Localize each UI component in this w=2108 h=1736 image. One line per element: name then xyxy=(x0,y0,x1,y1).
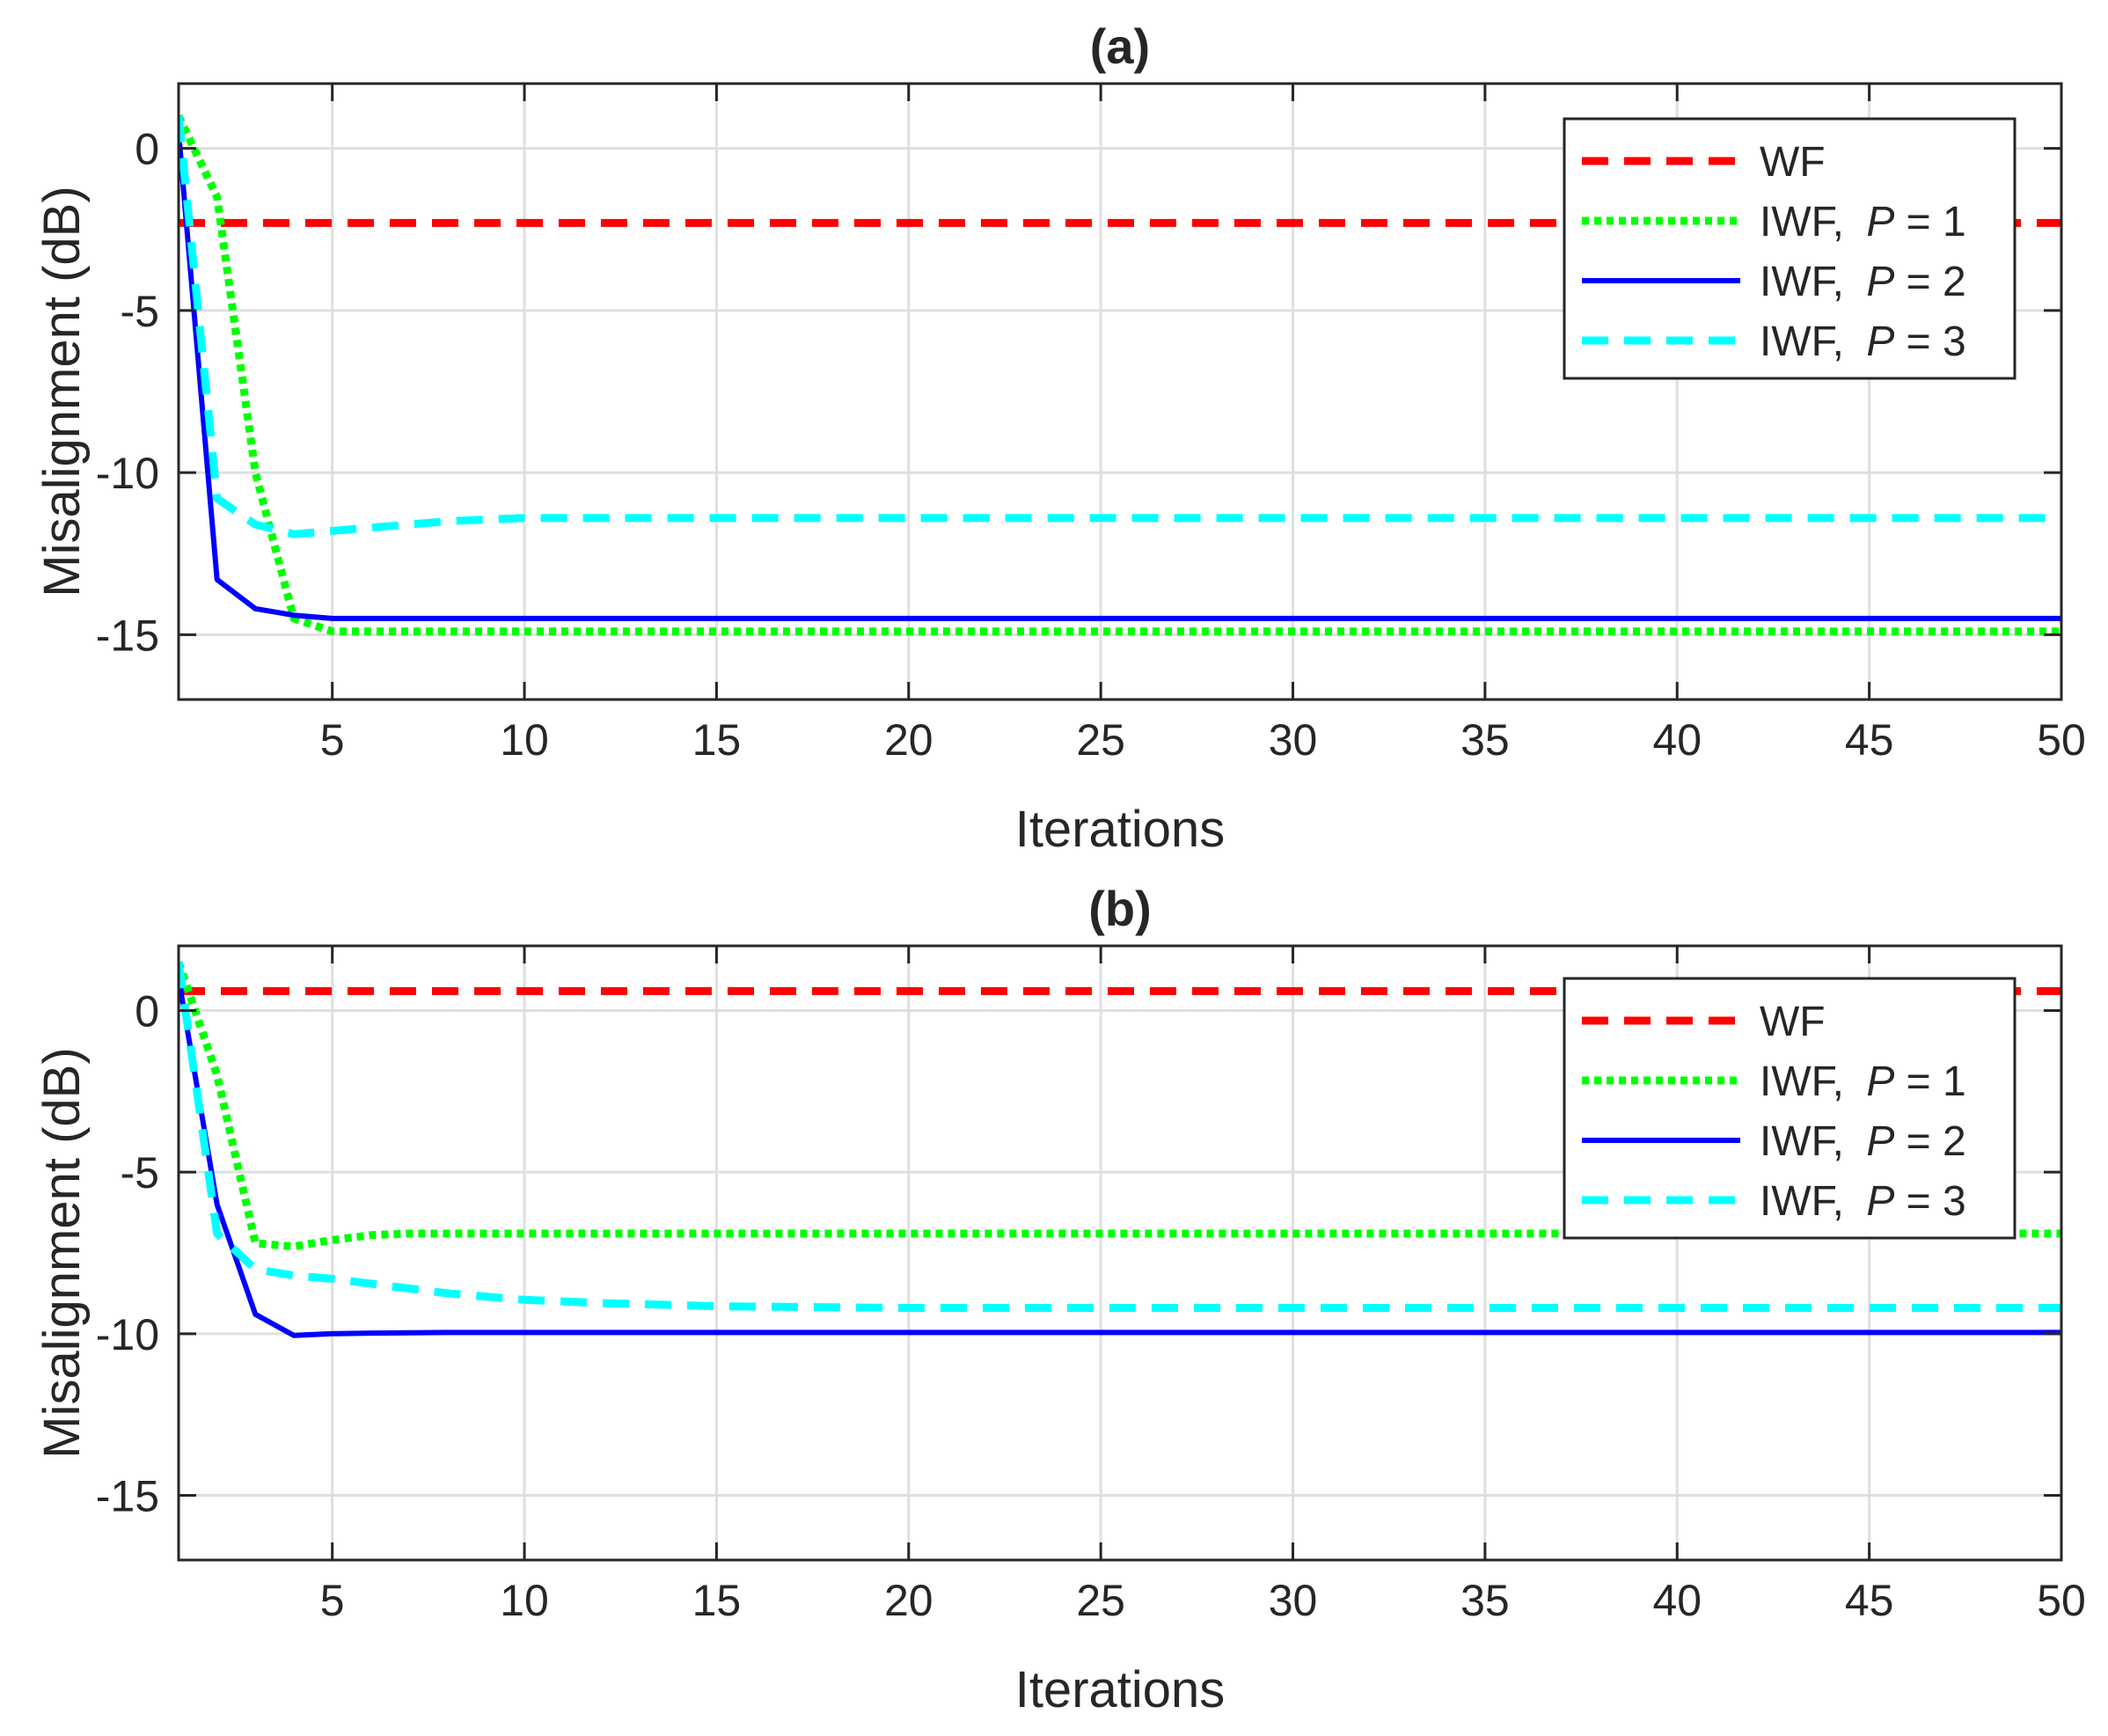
legend-label-variable: P xyxy=(1866,199,1894,245)
x-tick-label: 40 xyxy=(1652,1576,1702,1625)
x-tick-label: 20 xyxy=(884,1576,933,1625)
y-tick-label: -10 xyxy=(96,1310,159,1359)
legend-label-variable: P xyxy=(1866,1118,1894,1165)
chart-title: (b) xyxy=(1088,881,1152,936)
x-tick-label: 5 xyxy=(320,1576,345,1625)
legend-label: WF xyxy=(1760,999,1826,1045)
legend-item: IWF, P = 2 xyxy=(1582,1118,1966,1165)
legend-label: IWF, P = 2 xyxy=(1760,259,1966,305)
x-axis-label: Iterations xyxy=(1015,1661,1226,1718)
y-tick-label: -5 xyxy=(121,287,159,336)
y-axis-label: Misalignment (dB) xyxy=(33,1047,91,1458)
legend-label: WF xyxy=(1760,139,1826,186)
legend-label: IWF, P = 3 xyxy=(1760,319,1966,365)
legend-label-suffix: = 2 xyxy=(1894,1118,1965,1165)
legend-item: WF xyxy=(1582,139,1826,186)
x-axis-label: Iterations xyxy=(1015,801,1226,858)
x-tick-label: 20 xyxy=(884,715,933,765)
x-tick-label: 45 xyxy=(1845,715,1894,765)
legend-label: IWF, P = 2 xyxy=(1760,1118,1966,1165)
chart-title: (a) xyxy=(1090,18,1150,74)
y-tick-label: 0 xyxy=(135,125,159,174)
x-tick-label: 35 xyxy=(1460,1576,1510,1625)
chart-panel-a: 5 10 15 20 25 30 35 40 45 50 0 -5 -10 -15 (a) Iteration… xyxy=(33,18,2086,858)
y-tick-label: -10 xyxy=(96,449,159,498)
axes-box xyxy=(177,944,2063,1562)
legend-label-variable: P xyxy=(1866,259,1894,305)
series-line-iwf-p-2 xyxy=(179,978,2061,1338)
x-tick-label: 45 xyxy=(1845,1576,1894,1625)
legend-label-variable: P xyxy=(1866,1178,1894,1225)
x-tick-label: 35 xyxy=(1460,715,1510,765)
axes-box xyxy=(177,82,2063,701)
legend-item: IWF, P = 1 xyxy=(1582,199,1966,245)
legend-item: IWF, P = 2 xyxy=(1582,259,1966,305)
legend-label-prefix: IWF, xyxy=(1760,259,1855,305)
y-tick-label: -5 xyxy=(121,1148,159,1198)
legend-label-prefix: WF xyxy=(1760,999,1826,1045)
y-axis-label: Misalignment (dB) xyxy=(33,186,91,597)
x-tick-label: 50 xyxy=(2037,1576,2086,1625)
series-line-iwf-p-1 xyxy=(179,114,2061,636)
x-tick-label: 50 xyxy=(2037,715,2086,765)
y-tick-label: 0 xyxy=(135,986,159,1036)
series-line-iwf-p-2 xyxy=(179,132,2061,621)
legend-label-variable: P xyxy=(1866,1058,1894,1105)
y-tick-label: -15 xyxy=(96,611,159,660)
x-tick-label: 15 xyxy=(692,715,742,765)
legend-label-prefix: IWF, xyxy=(1760,199,1855,245)
legend-label-prefix: WF xyxy=(1760,139,1826,186)
x-tick-label: 5 xyxy=(320,715,345,765)
x-tick-label: 25 xyxy=(1076,715,1125,765)
legend-label: IWF, P = 1 xyxy=(1760,199,1966,245)
legend-label-suffix: = 3 xyxy=(1894,1178,1965,1225)
legend-item: IWF, P = 3 xyxy=(1582,1178,1966,1225)
legend-label-suffix: = 1 xyxy=(1894,1058,1965,1105)
chart-panel-b: 5 10 15 20 25 30 35 40 45 50 0 -5 -10 -15 (b) Iteration… xyxy=(33,881,2086,1718)
legend-label: IWF, P = 1 xyxy=(1760,1058,1966,1105)
x-tick-label: 15 xyxy=(692,1576,742,1625)
legend-label-suffix: = 2 xyxy=(1894,259,1965,305)
x-tick-label: 30 xyxy=(1269,1576,1318,1625)
legend-label-prefix: IWF, xyxy=(1760,1178,1855,1225)
series-line-iwf-p-3 xyxy=(179,115,2061,538)
legend-label-prefix: IWF, xyxy=(1760,1118,1855,1165)
legend-item: WF xyxy=(1582,999,1826,1045)
series-line-iwf-p-3 xyxy=(179,961,2061,1312)
legend-label-suffix: = 1 xyxy=(1894,199,1965,245)
x-tick-label: 40 xyxy=(1652,715,1702,765)
legend-label-prefix: IWF, xyxy=(1760,319,1855,365)
legend-item: IWF, P = 1 xyxy=(1582,1058,1966,1105)
legend-item: IWF, P = 3 xyxy=(1582,319,1966,365)
legend-label: IWF, P = 3 xyxy=(1760,1178,1966,1225)
x-tick-label: 10 xyxy=(500,1576,549,1625)
y-tick-label: -15 xyxy=(96,1472,159,1521)
x-tick-label: 30 xyxy=(1269,715,1318,765)
legend-label-variable: P xyxy=(1866,319,1894,365)
x-tick-label: 25 xyxy=(1076,1576,1125,1625)
legend-label-prefix: IWF, xyxy=(1760,1058,1855,1105)
legend-label-suffix: = 3 xyxy=(1894,319,1965,365)
x-tick-label: 10 xyxy=(500,715,549,765)
